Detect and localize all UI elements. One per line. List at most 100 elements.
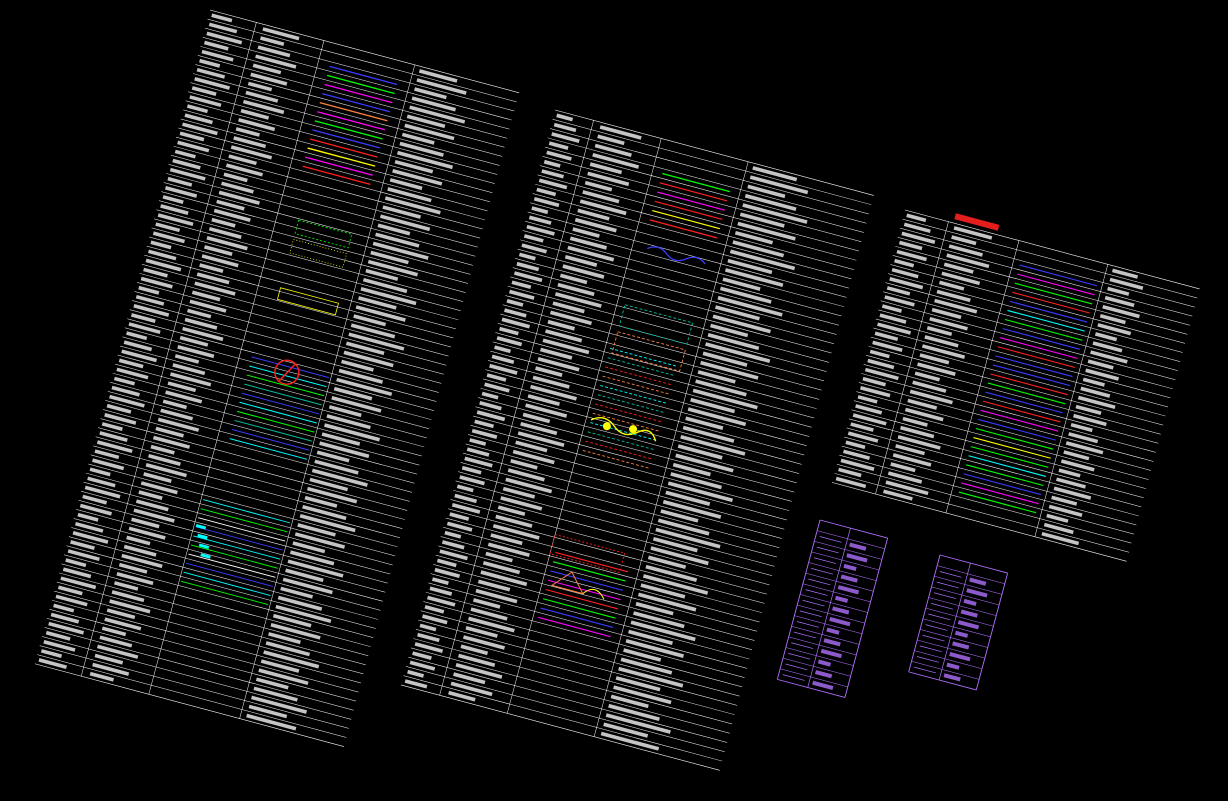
text-label [446, 521, 473, 532]
table-row-line [136, 282, 447, 366]
text-label [567, 245, 615, 262]
table-row-line [100, 418, 410, 502]
table-row-line [420, 610, 740, 697]
text-label [895, 444, 925, 456]
text-label [1051, 495, 1078, 506]
text-label [485, 551, 513, 563]
table-row-line [440, 536, 760, 623]
text-label [321, 432, 361, 446]
text-label [177, 345, 215, 359]
text-label [712, 314, 771, 334]
text-label [292, 541, 326, 554]
text-label [162, 195, 184, 204]
text-label [167, 381, 197, 393]
text-label [912, 380, 947, 393]
text-label [341, 359, 374, 372]
text-label [194, 281, 236, 296]
text-label [465, 625, 498, 638]
text-label [502, 486, 536, 499]
table-row-line [878, 309, 1173, 390]
text-label [605, 713, 671, 734]
purple-sample-line [939, 571, 962, 578]
table-column-line [148, 40, 325, 695]
text-label [1065, 441, 1104, 455]
text-label [145, 258, 182, 272]
text-label [467, 616, 515, 633]
table-row-line [875, 318, 1171, 399]
text-label [734, 231, 774, 245]
text-label [126, 535, 151, 546]
purple-sample-line [811, 568, 834, 575]
text-label [211, 217, 236, 228]
table-row-line [902, 218, 1198, 299]
text-label [564, 255, 598, 267]
text-label [111, 590, 145, 603]
text-label [842, 449, 870, 461]
text-label [894, 258, 915, 268]
symbol-cyan-marker [195, 524, 207, 530]
table-row-line [63, 554, 374, 638]
text-label [879, 313, 907, 324]
text-label [109, 599, 151, 614]
table-row-line [495, 332, 815, 419]
table-row-line [892, 255, 1188, 335]
purple-row-line [937, 565, 1005, 585]
text-label [353, 314, 387, 327]
table-row-line [430, 573, 750, 660]
text-label [852, 413, 887, 426]
table-row-line [190, 82, 500, 166]
legend-sample-line [657, 191, 726, 211]
text-label [409, 105, 466, 124]
text-label [99, 431, 128, 442]
text-label [461, 465, 482, 475]
text-label [494, 345, 511, 354]
text-label [174, 354, 200, 364]
text-label [707, 333, 760, 351]
text-label [60, 576, 97, 590]
table-row-line [112, 372, 422, 457]
table-row-line [71, 527, 381, 611]
purple-text-label [946, 662, 960, 670]
text-label [869, 349, 890, 359]
text-label [252, 63, 282, 75]
text-label [150, 240, 172, 250]
text-label [538, 178, 568, 190]
purple-top-border [939, 554, 1008, 574]
text-label [505, 477, 553, 494]
text-label [497, 505, 526, 517]
purple-row-line [931, 586, 1000, 606]
table-row-line [522, 230, 842, 317]
text-label [118, 562, 148, 574]
table-row-line [105, 400, 415, 484]
purple-sample-line [802, 599, 825, 607]
text-label [682, 425, 735, 443]
text-label [424, 605, 445, 614]
table-column-line [80, 22, 257, 677]
table-row-line [93, 445, 403, 529]
text-label [143, 472, 172, 483]
text-label [705, 342, 771, 364]
text-label [907, 398, 938, 410]
text-label [458, 653, 496, 667]
table-column-line [439, 120, 594, 696]
text-label [79, 503, 112, 516]
text-label [508, 289, 535, 300]
table-row-line [66, 545, 376, 629]
table-row-line [512, 267, 832, 354]
text-label [223, 172, 248, 183]
text-label [162, 399, 187, 410]
table-top-border [904, 209, 1200, 290]
table-row-line [37, 654, 347, 738]
table-row-line [178, 127, 488, 212]
text-label [414, 642, 444, 654]
text-label [123, 340, 153, 352]
purple-row-line [928, 597, 997, 616]
text-label [897, 435, 941, 450]
text-label [377, 223, 411, 236]
table-row-line [59, 572, 369, 657]
text-label [367, 259, 419, 277]
text-label [665, 490, 711, 506]
text-label [211, 13, 233, 23]
